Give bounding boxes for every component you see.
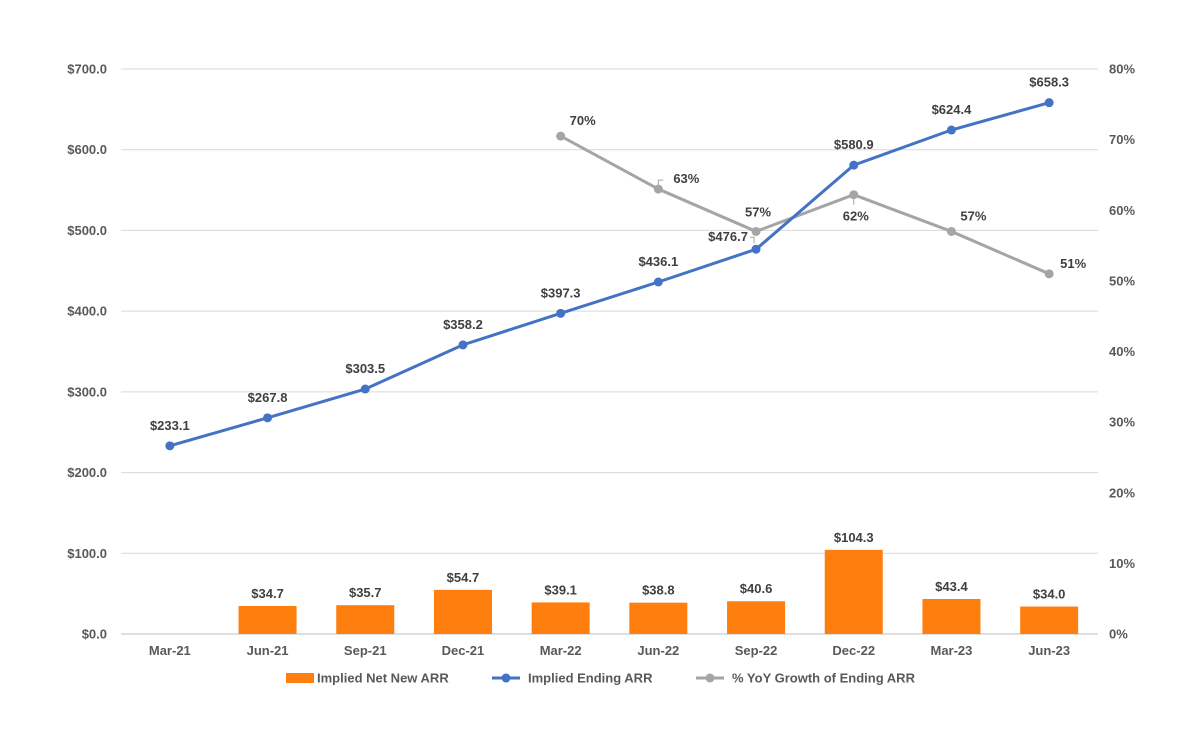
right-tick-label: 30% [1109,415,1135,430]
bar-data-label: $104.3 [834,530,874,545]
bar [336,605,395,634]
x-tick-label: Dec-22 [832,643,875,658]
bar-data-label: $39.1 [544,582,577,597]
ending-arr-point [263,413,273,423]
bar-data-label: $54.7 [447,570,480,585]
bar [433,589,492,634]
bar-data-label: $34.7 [251,586,284,601]
yoy-growth-point [1044,269,1054,279]
ending-arr-point [165,441,175,451]
yoy-growth-point [653,184,663,194]
yoy-growth-data-label: 62% [843,209,869,224]
yoy-growth-data-label: 70% [570,113,596,128]
left-tick-label: $0.0 [82,627,107,642]
yoy-growth-point [556,131,566,141]
x-tick-label: Jun-23 [1028,643,1070,658]
yoy-growth-data-label: 51% [1060,256,1086,271]
left-tick-label: $300.0 [67,384,107,399]
x-tick-label: Jun-21 [247,643,289,658]
right-tick-label: 40% [1109,344,1135,359]
legend: Implied Net New ARR Implied Ending ARR % Y… [286,671,916,686]
ending-arr-data-label: $624.4 [932,102,973,117]
bar-data-label: $43.4 [935,579,968,594]
left-tick-label: $100.0 [67,546,107,561]
right-tick-label: 10% [1109,556,1135,571]
ending-arr-line [169,101,1050,448]
ending-arr-point [653,277,663,287]
bar [531,602,590,634]
right-tick-label: 70% [1109,132,1135,147]
label-leader-line [750,236,755,244]
right-tick-label: 60% [1109,203,1135,218]
bar [238,605,297,634]
left-tick-label: $700.0 [67,62,107,77]
legend-label: Implied Ending ARR [528,671,653,686]
bar-data-label: $34.0 [1033,587,1066,602]
yoy-growth-point [946,226,956,236]
ending-arr-data-label: $436.1 [638,254,678,269]
ending-arr-data-label: $397.3 [541,285,581,300]
ending-arr-data-label: $358.2 [443,317,483,332]
ending-arr-point [556,308,566,318]
x-tick-label: Dec-21 [442,643,485,658]
ending-arr-point [751,244,761,254]
bar [629,602,688,634]
right-tick-label: 0% [1109,627,1128,642]
ending-arr-data-label: $658.3 [1029,75,1069,90]
bar-data-label: $35.7 [349,585,382,600]
label-leader-line [657,179,664,186]
legend-label: % YoY Growth of Ending ARR [732,671,916,686]
yoy-growth-data-label: 57% [960,208,986,223]
left-axis: $0.0 $100.0 $200.0 $300.0 $400.0 $500.0 $600.0… [67,62,107,642]
ending-arr-data-label: $476.7 [708,229,748,244]
left-tick-label: $500.0 [67,223,107,238]
left-tick-label: $400.0 [67,304,107,319]
bar [727,601,786,634]
x-tick-label: Mar-21 [149,643,191,658]
yoy-growth-data-label: 57% [745,204,771,219]
bar [824,549,883,634]
ending-arr-data-label: $233.1 [150,418,190,433]
data-labels: $34.7 $35.7 $54.7 $39.1 $38.8 $40.6 $104.3 $43.… [150,75,1087,602]
legend-marker [705,673,715,683]
bar [1020,606,1079,634]
ending-arr-point [946,125,956,135]
x-tick-label: Sep-21 [344,643,387,658]
x-tick-label: Sep-22 [735,643,778,658]
ending-arr-point [360,384,370,394]
right-tick-label: 50% [1109,273,1135,288]
ending-arr-data-label: $580.9 [834,137,874,152]
ending-arr-data-label: $267.8 [248,390,288,405]
x-tick-label: Jun-22 [637,643,679,658]
yoy-growth-point [751,226,761,236]
bar [922,598,981,634]
left-tick-label: $600.0 [67,142,107,157]
bar-data-label: $40.6 [740,581,773,596]
x-tick-label: Mar-22 [540,643,582,658]
ending-arr-point [849,160,859,170]
right-axis: 0% 10% 20% 30% 40% 50% 60% 70% 80% [1109,62,1135,642]
ending-arr-point [1044,98,1054,108]
legend-swatch [286,673,314,683]
ending-arr-data-label: $303.5 [345,361,385,376]
net-new-arr-bars [238,549,1079,634]
left-tick-label: $200.0 [67,465,107,480]
bar-data-label: $38.8 [642,583,675,598]
line-series [165,98,1054,451]
yoy-growth-line [559,134,1050,276]
legend-label: Implied Net New ARR [317,671,449,686]
legend-marker [501,673,511,683]
x-tick-label: Mar-23 [930,643,972,658]
gridlines [121,68,1098,635]
yoy-growth-data-label: 63% [673,171,699,186]
right-tick-label: 80% [1109,62,1135,77]
right-tick-label: 20% [1109,485,1135,500]
ending-arr-point [458,340,468,350]
yoy-growth-point [849,190,859,200]
x-axis: Mar-21 Jun-21 Sep-21 Dec-21 Mar-22 Jun-22 Sep-… [149,643,1070,658]
